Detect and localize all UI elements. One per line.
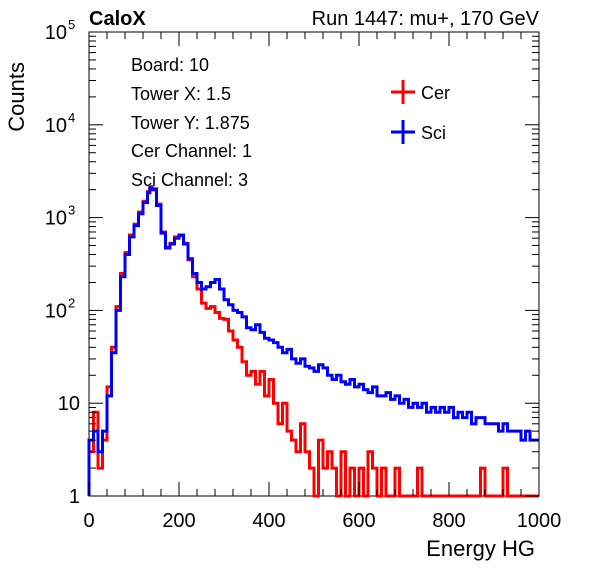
y-tick-label-2: 10 bbox=[45, 300, 67, 322]
info-tower-x: Tower X: 1.5 bbox=[131, 84, 231, 104]
y-tick-exponent-3: 3 bbox=[68, 203, 75, 218]
info-board: Board: 10 bbox=[131, 55, 209, 75]
y-tick-label-3: 10 bbox=[45, 208, 67, 230]
y-tick-label-5: 10 bbox=[45, 22, 67, 44]
legend-entry-cer: Cer bbox=[391, 80, 450, 104]
series-line-cer bbox=[87, 185, 539, 498]
x-tick-label-3: 600 bbox=[342, 510, 375, 532]
chart-title-left: CaloX bbox=[89, 8, 146, 30]
y-tick-label-0: 1 bbox=[69, 486, 80, 508]
info-sci-channel: Sci Channel: 3 bbox=[131, 170, 248, 190]
y-tick-label-1: 10 bbox=[58, 393, 80, 415]
x-tick-label-0: 0 bbox=[83, 510, 94, 532]
legend-label-cer: Cer bbox=[421, 83, 450, 103]
legend: Cer Sci bbox=[391, 80, 450, 144]
channel-info: Board: 10 Tower X: 1.5 Tower Y: 1.875 Ce… bbox=[131, 55, 252, 190]
y-tick-exponent-5: 5 bbox=[68, 17, 75, 32]
y-axis-label: Counts bbox=[4, 62, 29, 132]
x-tick-label-5: 1000 bbox=[517, 510, 562, 532]
chart-title-right: Run 1447: mu+, 170 GeV bbox=[312, 8, 540, 30]
y-tick-exponent-2: 2 bbox=[68, 295, 75, 310]
info-cer-channel: Cer Channel: 1 bbox=[131, 141, 252, 161]
y-tick-label-4: 10 bbox=[45, 115, 67, 137]
x-axis-label: Energy HG bbox=[426, 536, 535, 561]
x-tick-label-2: 400 bbox=[252, 510, 285, 532]
info-tower-y: Tower Y: 1.875 bbox=[131, 113, 250, 133]
series-layer bbox=[87, 185, 539, 498]
y-tick-exponent-4: 4 bbox=[68, 110, 75, 125]
legend-label-sci: Sci bbox=[421, 123, 446, 143]
x-tick-label-1: 200 bbox=[162, 510, 195, 532]
x-tick-label-4: 800 bbox=[432, 510, 465, 532]
legend-entry-sci: Sci bbox=[391, 120, 446, 144]
series-line-sci bbox=[87, 186, 539, 496]
